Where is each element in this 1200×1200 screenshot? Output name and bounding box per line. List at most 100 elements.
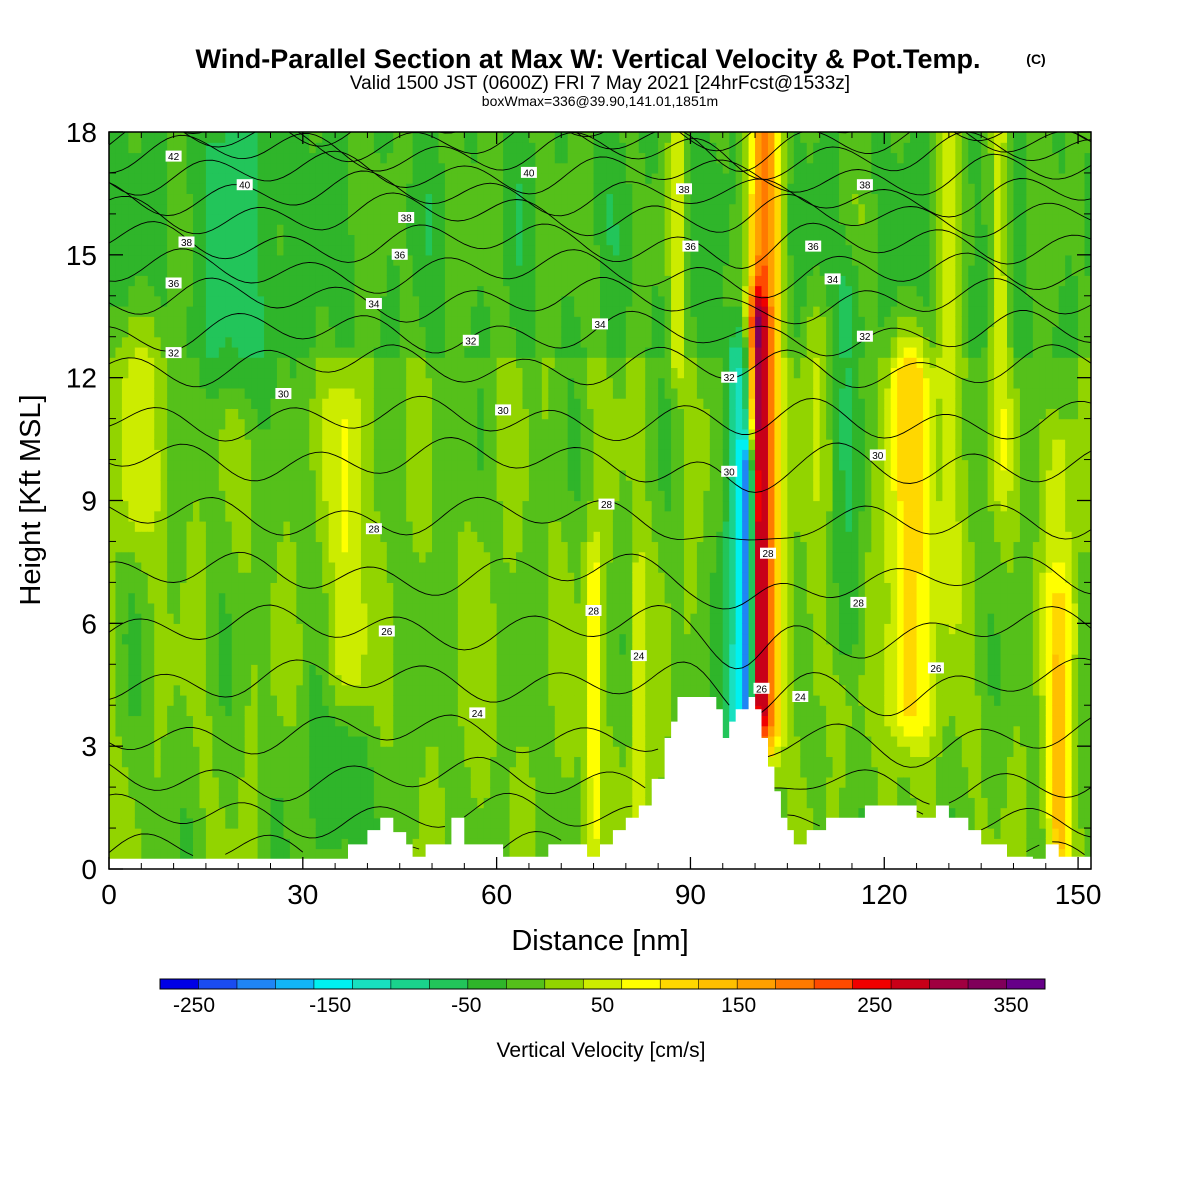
heatmap-cell <box>373 500 381 512</box>
heatmap-cell <box>315 551 323 563</box>
heatmap-cell <box>296 265 304 276</box>
heatmap-cell <box>535 756 543 768</box>
heatmap-cell <box>528 428 536 440</box>
heatmap-cell <box>244 408 252 420</box>
heatmap-cell <box>419 705 427 717</box>
heatmap-cell <box>354 203 362 215</box>
heatmap-cell <box>354 838 362 850</box>
heatmap-cell <box>541 541 549 553</box>
heatmap-cell <box>186 643 194 655</box>
heatmap-cell <box>244 735 252 747</box>
heatmap-cell <box>503 520 511 532</box>
heatmap-cell <box>496 664 504 676</box>
heatmap-cell <box>257 162 265 174</box>
heatmap-cell <box>516 377 524 389</box>
heatmap-cell <box>141 828 149 839</box>
heatmap-cell <box>186 367 194 379</box>
heatmap-cell <box>457 602 465 614</box>
heatmap-cell <box>160 797 168 809</box>
heatmap-cell <box>496 367 504 379</box>
heatmap-cell <box>451 480 459 491</box>
heatmap-cell <box>154 428 162 440</box>
heatmap-cell <box>309 367 317 379</box>
heatmap-cell <box>432 694 440 706</box>
heatmap-cell <box>554 817 562 829</box>
heatmap-cell <box>438 674 446 686</box>
heatmap-cell <box>451 531 459 543</box>
heatmap-cell <box>218 776 226 788</box>
heatmap-cell <box>348 561 356 573</box>
heatmap-cell <box>186 459 194 471</box>
heatmap-cell <box>354 725 362 737</box>
heatmap-cell <box>238 346 246 358</box>
heatmap-cell <box>516 142 524 154</box>
heatmap-cell <box>289 561 297 573</box>
heatmap-cell <box>503 756 511 768</box>
heatmap-cell <box>419 490 427 502</box>
heatmap-cell <box>192 387 201 399</box>
heatmap-cell <box>173 316 181 328</box>
heatmap-cell <box>128 183 136 195</box>
heatmap-cell <box>399 602 407 614</box>
heatmap-cell <box>419 398 427 409</box>
heatmap-cell <box>438 224 446 235</box>
heatmap-cell <box>289 664 297 676</box>
heatmap-cell <box>225 398 233 409</box>
heatmap-cell <box>535 346 543 358</box>
heatmap-cell <box>522 541 530 553</box>
heatmap-cell <box>438 316 446 328</box>
heatmap-cell <box>444 428 453 440</box>
heatmap-cell <box>289 265 297 276</box>
heatmap-cell <box>367 674 375 686</box>
heatmap-cell <box>276 203 285 215</box>
heatmap-cell <box>419 531 427 543</box>
heatmap-cell <box>412 203 420 215</box>
heatmap-cell <box>121 439 129 450</box>
heatmap-cell <box>444 582 453 594</box>
heatmap-cell <box>302 613 310 624</box>
heatmap-cell <box>548 367 556 379</box>
heatmap-cell <box>522 776 530 788</box>
heatmap-cell <box>399 295 407 307</box>
heatmap-cell <box>541 705 549 717</box>
heatmap-cell <box>335 848 343 860</box>
heatmap-cell <box>173 582 181 594</box>
heatmap-cell <box>541 633 549 645</box>
heatmap-cell <box>160 715 168 727</box>
heatmap-cell <box>341 469 349 481</box>
heatmap-cell <box>470 510 478 522</box>
heatmap-cell <box>516 418 524 430</box>
heatmap-cell <box>141 613 149 624</box>
heatmap-cell <box>373 357 381 369</box>
heatmap-cell <box>451 725 459 737</box>
heatmap-cell <box>309 613 317 624</box>
heatmap-cell <box>128 275 136 287</box>
heatmap-cell <box>264 715 272 727</box>
heatmap-cell <box>238 817 246 829</box>
heatmap-cell <box>289 326 297 338</box>
heatmap-cell <box>134 306 142 317</box>
heatmap-cell <box>173 132 181 143</box>
heatmap-cell <box>470 746 478 758</box>
heatmap-cell <box>270 439 278 450</box>
heatmap-cell <box>283 265 291 276</box>
heatmap-cell <box>322 643 330 655</box>
heatmap-cell <box>225 817 233 829</box>
heatmap-cell <box>335 357 343 369</box>
heatmap-cell <box>231 694 239 706</box>
heatmap-cell <box>477 387 485 399</box>
heatmap-cell <box>457 132 465 143</box>
heatmap-cell <box>322 561 330 573</box>
heatmap-cell <box>192 541 201 553</box>
heatmap-cell <box>451 735 459 747</box>
heatmap-cell <box>264 367 272 379</box>
heatmap-cell <box>348 582 356 594</box>
heatmap-cell <box>535 142 543 154</box>
heatmap-cell <box>302 561 310 573</box>
heatmap-cell <box>289 756 297 768</box>
heatmap-cell <box>302 418 310 430</box>
heatmap-cell <box>367 480 375 491</box>
heatmap-cell <box>548 531 556 543</box>
heatmap-cell <box>160 531 168 543</box>
heatmap-cell <box>199 336 207 348</box>
